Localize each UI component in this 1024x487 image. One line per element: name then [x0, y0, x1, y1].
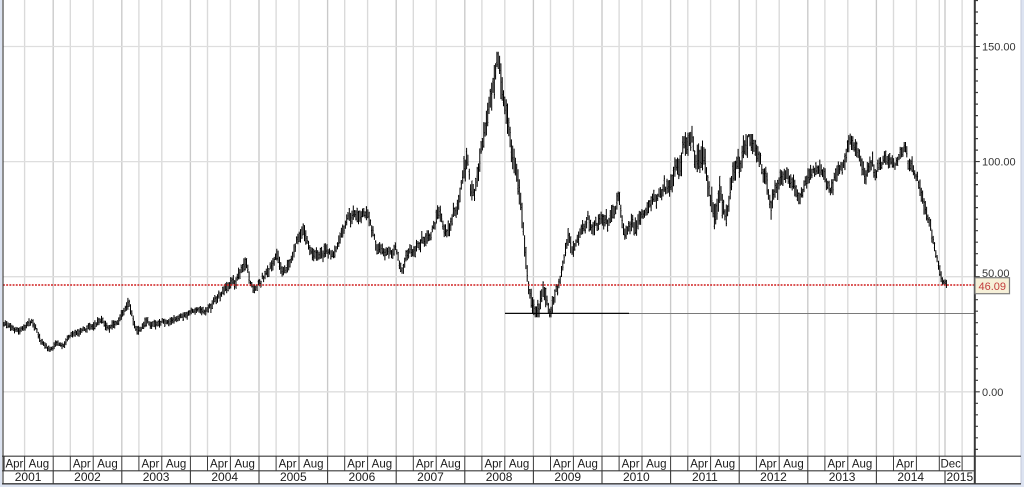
svg-text:Apr: Apr [347, 459, 365, 471]
svg-text:2011: 2011 [692, 470, 718, 484]
svg-text:Aug: Aug [852, 459, 872, 471]
svg-text:Apr: Apr [622, 459, 640, 471]
svg-text:2007: 2007 [417, 470, 444, 484]
svg-text:2013: 2013 [829, 470, 856, 484]
svg-text:Aug: Aug [715, 459, 735, 471]
svg-text:50.00: 50.00 [982, 268, 1010, 280]
svg-text:46.09: 46.09 [979, 281, 1007, 293]
svg-text:0.00: 0.00 [982, 387, 1003, 399]
svg-text:2004: 2004 [211, 470, 238, 484]
svg-text:Apr: Apr [553, 459, 571, 471]
svg-text:Apr: Apr [73, 459, 91, 471]
svg-text:2001: 2001 [15, 470, 42, 484]
svg-text:Apr: Apr [896, 459, 914, 471]
svg-text:Aug: Aug [509, 459, 529, 471]
svg-text:Apr: Apr [279, 459, 297, 471]
svg-text:Dec: Dec [940, 459, 961, 471]
svg-text:2009: 2009 [554, 470, 581, 484]
svg-text:2010: 2010 [623, 470, 650, 484]
svg-text:Aug: Aug [303, 459, 323, 471]
svg-text:2015: 2015 [946, 470, 973, 484]
svg-text:100.00: 100.00 [982, 157, 1016, 169]
svg-text:2006: 2006 [349, 470, 376, 484]
svg-text:Apr: Apr [484, 459, 502, 471]
svg-text:2005: 2005 [280, 470, 307, 484]
svg-text:Apr: Apr [5, 459, 23, 471]
svg-text:Apr: Apr [141, 459, 159, 471]
svg-text:Apr: Apr [210, 459, 228, 471]
svg-text:2012: 2012 [760, 470, 787, 484]
svg-text:2002: 2002 [74, 470, 101, 484]
svg-text:Apr: Apr [416, 459, 434, 471]
svg-text:Aug: Aug [166, 459, 186, 471]
svg-text:2003: 2003 [143, 470, 170, 484]
svg-text:Aug: Aug [234, 459, 254, 471]
svg-text:Aug: Aug [29, 459, 49, 471]
svg-text:Aug: Aug [783, 459, 803, 471]
svg-text:Aug: Aug [646, 459, 666, 471]
svg-text:Apr: Apr [759, 459, 777, 471]
svg-text:Apr: Apr [690, 459, 708, 471]
svg-text:Aug: Aug [440, 459, 460, 471]
svg-text:2008: 2008 [486, 470, 513, 484]
svg-text:2014: 2014 [897, 470, 924, 484]
svg-text:Apr: Apr [827, 459, 845, 471]
svg-text:Aug: Aug [577, 459, 597, 471]
svg-text:Aug: Aug [372, 459, 392, 471]
svg-text:Aug: Aug [97, 459, 117, 471]
svg-text:150.00: 150.00 [982, 42, 1016, 54]
